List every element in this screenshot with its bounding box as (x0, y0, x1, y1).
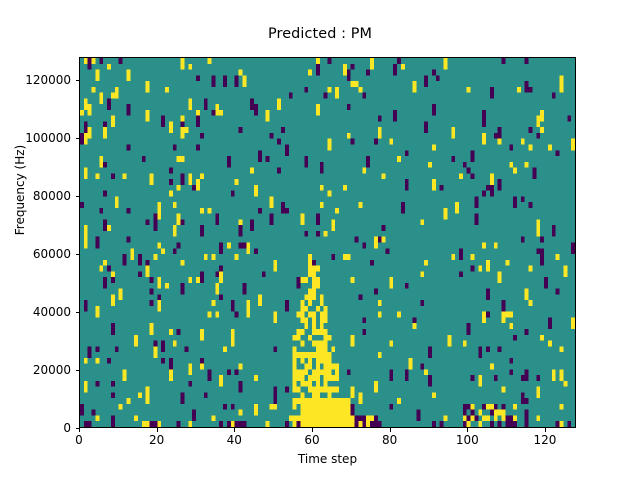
y-tick-label: 0 (63, 421, 71, 435)
y-tick-mark (75, 254, 79, 256)
x-tick-mark (156, 428, 158, 432)
y-tick-mark (75, 80, 79, 82)
x-tick-mark (311, 428, 313, 432)
x-tick-mark (234, 428, 236, 432)
y-tick-mark (75, 138, 79, 140)
y-tick-label: 120000 (25, 73, 71, 88)
x-tick-mark (79, 428, 80, 432)
x-tick-mark (544, 428, 546, 432)
x-tick-label: 80 (381, 433, 398, 447)
heatmap-plot-area (79, 57, 576, 428)
page-title: Predicted : PM (267, 26, 373, 42)
y-tick-label: 80000 (32, 189, 71, 204)
y-tick-mark (75, 370, 79, 372)
y-tick-mark (75, 196, 79, 198)
x-axis-label: Time step (297, 452, 358, 466)
x-tick-label: 100 (455, 433, 479, 447)
x-tick-label: 40 (226, 433, 242, 447)
x-tick-label: 60 (304, 433, 320, 447)
x-tick-label: 120 (533, 433, 557, 447)
y-tick-label: 40000 (32, 305, 71, 320)
y-tick-label: 100000 (25, 131, 71, 146)
y-tick-label: 60000 (32, 247, 71, 262)
x-tick-label: 0 (75, 433, 83, 447)
x-tick-mark (389, 428, 391, 432)
x-tick-label: 20 (149, 433, 165, 447)
x-tick-mark (467, 428, 469, 432)
heatmap-canvas (80, 58, 575, 427)
y-tick-label: 20000 (32, 363, 71, 378)
y-tick-mark (75, 312, 79, 314)
y-tick-mark (75, 428, 79, 429)
